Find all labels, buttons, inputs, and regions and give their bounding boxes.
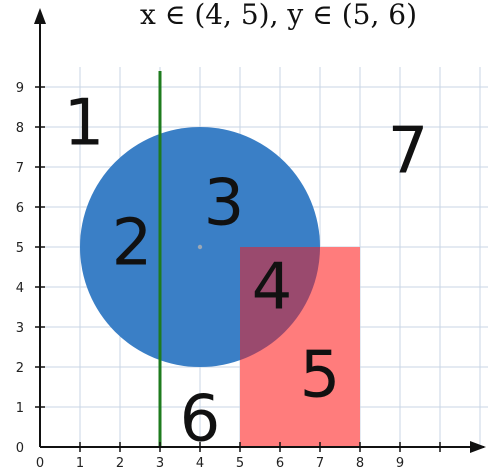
x-tick-label: 1 <box>76 456 84 471</box>
region-label: 7 <box>388 115 429 189</box>
x-tick-label: 7 <box>316 456 324 471</box>
x-tick-label: 0 <box>36 456 44 471</box>
region-label: 5 <box>300 339 341 413</box>
x-tick-label: 9 <box>396 456 404 471</box>
y-tick-label: 4 <box>16 281 24 296</box>
y-tick-label: 1 <box>16 401 24 416</box>
header-text: x ∈ (4, 5), y ∈ (5, 6) <box>140 0 417 31</box>
x-tick-label: 6 <box>276 456 284 471</box>
x-tick-label: 5 <box>236 456 244 471</box>
y-tick-label: 3 <box>16 321 24 336</box>
y-tick-label: 0 <box>16 441 24 456</box>
x-tick-label: 2 <box>116 456 124 471</box>
shapes <box>80 71 360 447</box>
y-tick-label: 7 <box>16 161 24 176</box>
circle-center-point <box>197 244 203 250</box>
region-label: 4 <box>252 251 293 325</box>
header-text-fragment: x ∈ (4, 5), y ∈ (5, 6) <box>140 0 417 31</box>
x-axis-arrowhead <box>470 441 486 453</box>
region-label: 6 <box>180 383 221 457</box>
x-tick-label: 4 <box>196 456 204 471</box>
y-tick-label: 5 <box>16 241 24 256</box>
x-tick-label: 8 <box>356 456 364 471</box>
axes <box>34 8 486 453</box>
y-tick-label: 6 <box>16 201 24 216</box>
y-axis-arrowhead <box>34 8 46 24</box>
y-tick-label: 2 <box>16 361 24 376</box>
region-label: 1 <box>64 87 105 161</box>
region-label: 3 <box>204 167 245 241</box>
y-tick-label: 9 <box>16 81 24 96</box>
region-label: 2 <box>112 207 153 281</box>
y-tick-label: 8 <box>16 121 24 136</box>
x-tick-label: 3 <box>156 456 164 471</box>
